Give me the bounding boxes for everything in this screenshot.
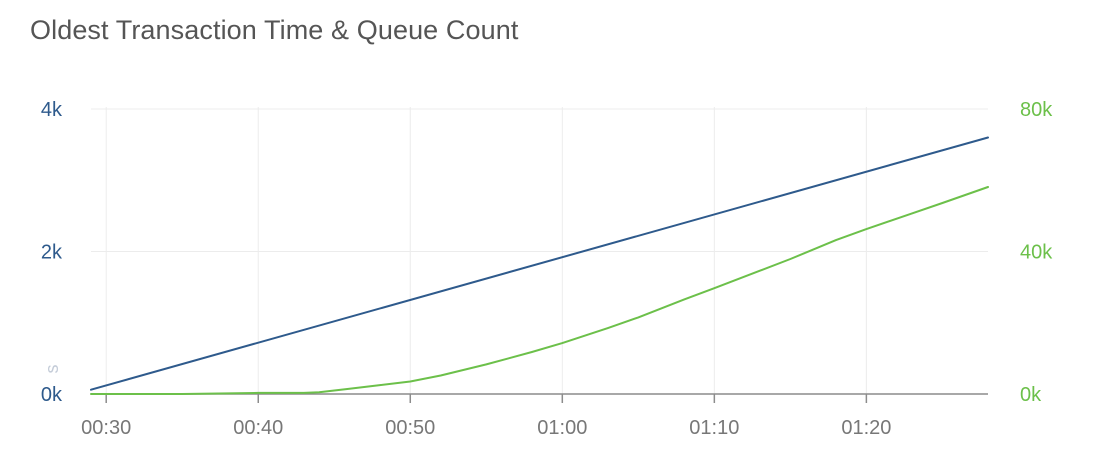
- series-layer: [90, 136, 989, 395]
- series-line-right-axis: [90, 186, 989, 395]
- right-tick-label: 0k: [1020, 384, 1042, 406]
- x-tick-label: 00:50: [385, 417, 435, 439]
- left-axis-label: s: [42, 365, 62, 374]
- left-tick-label: 0k: [41, 384, 63, 406]
- left-tick-label: 2k: [41, 242, 63, 264]
- right-tick-label: 80k: [1020, 99, 1053, 121]
- x-tick-label: 00:30: [81, 417, 131, 439]
- left-tick-label: 4k: [41, 99, 63, 121]
- right-tick-label: 40k: [1020, 242, 1053, 264]
- x-tick-label: 01:20: [841, 417, 891, 439]
- chart-title: Oldest Transaction Time & Queue Count: [30, 15, 519, 45]
- grid-layer: [91, 107, 988, 394]
- x-tick-label: 01:10: [689, 417, 739, 439]
- axis-layer: [91, 393, 988, 403]
- label-layer: 00:30 00:40 00:50 01:00 01:10 01:20 0k 2k 4k s 0k 4…: [41, 99, 1053, 439]
- x-tick-label: 00:40: [233, 417, 283, 439]
- x-tick-label: 01:00: [537, 417, 587, 439]
- series-line-left-axis: [90, 136, 989, 391]
